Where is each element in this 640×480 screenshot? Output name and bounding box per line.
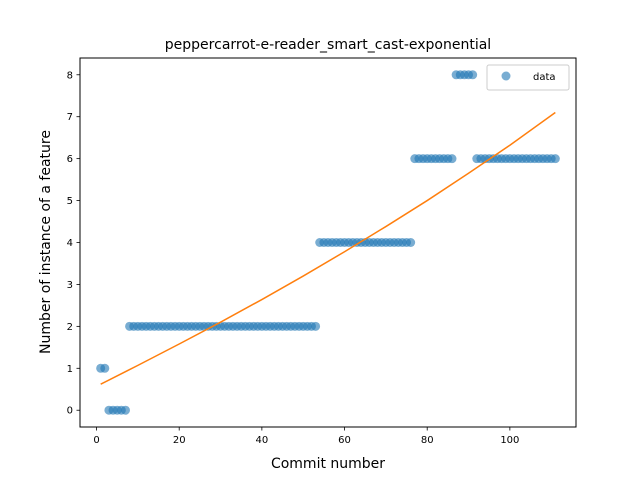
data-point xyxy=(550,154,560,164)
data-point xyxy=(468,70,478,80)
data-point xyxy=(447,154,457,164)
y-tick-label: 8 xyxy=(67,70,73,81)
x-axis: 0 20 40 60 80 100 xyxy=(93,427,519,446)
data-point xyxy=(100,363,110,373)
x-tick-label: 40 xyxy=(255,435,268,446)
chart-title: peppercarrot-e-reader_smart_cast-exponen… xyxy=(165,37,491,53)
x-tick-label: 100 xyxy=(500,435,519,446)
x-tick-label: 20 xyxy=(173,435,186,446)
plot-area xyxy=(96,70,560,415)
y-tick-label: 6 xyxy=(67,154,73,165)
x-tick-label: 0 xyxy=(93,435,99,446)
y-tick-label: 0 xyxy=(67,406,73,417)
y-tick-label: 5 xyxy=(67,196,73,207)
y-tick-label: 1 xyxy=(67,364,73,375)
y-tick-label: 7 xyxy=(67,112,73,123)
legend-marker-data xyxy=(501,71,511,81)
y-tick-label: 2 xyxy=(67,322,73,333)
y-axis-label: Number of instance of a feature xyxy=(38,130,54,354)
x-tick-label: 60 xyxy=(338,435,351,446)
data-point xyxy=(120,405,130,415)
x-axis-label: Commit number xyxy=(271,456,385,472)
data-point xyxy=(406,238,416,247)
legend-label-data: data xyxy=(533,72,556,83)
y-axis: 0 1 2 3 4 5 6 7 8 xyxy=(67,70,80,417)
x-tick-label: 80 xyxy=(421,435,434,446)
data-point xyxy=(311,321,321,331)
y-tick-label: 4 xyxy=(67,238,73,249)
legend: data xyxy=(486,64,570,91)
legend-box xyxy=(486,64,570,91)
fit-line xyxy=(100,111,556,385)
y-tick-label: 3 xyxy=(67,280,73,291)
